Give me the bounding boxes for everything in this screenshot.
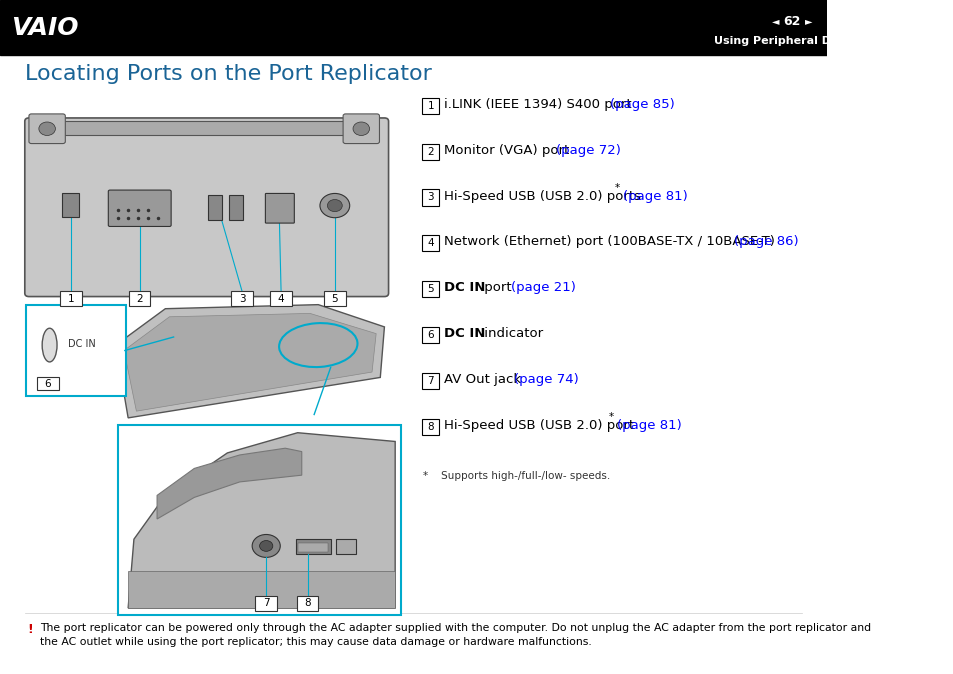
Circle shape bbox=[353, 122, 369, 135]
Text: 3: 3 bbox=[238, 294, 245, 303]
Text: (page 86): (page 86) bbox=[734, 235, 799, 249]
Text: (page 81): (page 81) bbox=[617, 419, 680, 432]
Text: DC IN: DC IN bbox=[443, 281, 485, 295]
Text: *: * bbox=[614, 183, 619, 193]
Ellipse shape bbox=[42, 328, 57, 362]
FancyBboxPatch shape bbox=[343, 114, 379, 144]
Text: 3: 3 bbox=[427, 193, 434, 202]
Bar bbox=[295, 539, 331, 554]
FancyBboxPatch shape bbox=[29, 114, 65, 144]
Bar bbox=[128, 571, 395, 608]
Text: AV Out jack: AV Out jack bbox=[443, 373, 525, 386]
Text: DC IN: DC IN bbox=[443, 327, 485, 340]
Text: *: * bbox=[608, 412, 613, 422]
Text: Locating Ports on the Port Replicator: Locating Ports on the Port Replicator bbox=[25, 64, 431, 84]
Text: Hi-Speed USB (USB 2.0) port: Hi-Speed USB (USB 2.0) port bbox=[443, 419, 634, 432]
Text: Hi-Speed USB (USB 2.0) ports: Hi-Speed USB (USB 2.0) ports bbox=[443, 189, 640, 203]
Text: 1: 1 bbox=[427, 101, 434, 111]
Text: 1: 1 bbox=[68, 294, 74, 303]
FancyBboxPatch shape bbox=[270, 291, 292, 306]
Text: 8: 8 bbox=[427, 422, 434, 431]
Polygon shape bbox=[124, 313, 375, 411]
Text: (page 21): (page 21) bbox=[511, 281, 576, 295]
Text: ◄: ◄ bbox=[771, 16, 779, 26]
Bar bbox=[62, 121, 351, 135]
Text: 4: 4 bbox=[427, 239, 434, 248]
Bar bbox=[298, 543, 328, 552]
FancyBboxPatch shape bbox=[109, 190, 171, 226]
Polygon shape bbox=[128, 433, 395, 608]
FancyBboxPatch shape bbox=[422, 373, 438, 389]
Text: indicator: indicator bbox=[479, 327, 542, 340]
FancyBboxPatch shape bbox=[118, 425, 400, 615]
Text: (page 81): (page 81) bbox=[622, 189, 687, 203]
FancyBboxPatch shape bbox=[232, 291, 253, 306]
FancyBboxPatch shape bbox=[37, 377, 59, 390]
Text: port: port bbox=[479, 281, 516, 295]
Bar bbox=[62, 193, 78, 217]
Text: *    Supports high-/full-/low- speeds.: * Supports high-/full-/low- speeds. bbox=[423, 471, 610, 481]
Text: 7: 7 bbox=[427, 376, 434, 386]
FancyBboxPatch shape bbox=[25, 118, 388, 297]
FancyBboxPatch shape bbox=[296, 596, 318, 611]
Text: ►: ► bbox=[804, 16, 811, 26]
Text: 2: 2 bbox=[136, 294, 143, 303]
Text: (page 72): (page 72) bbox=[556, 144, 620, 157]
Text: 62: 62 bbox=[782, 15, 800, 28]
Circle shape bbox=[259, 541, 273, 551]
Bar bbox=[208, 195, 222, 220]
FancyBboxPatch shape bbox=[422, 327, 438, 343]
FancyBboxPatch shape bbox=[422, 281, 438, 297]
Circle shape bbox=[327, 200, 342, 212]
Text: 7: 7 bbox=[263, 599, 270, 608]
Text: 4: 4 bbox=[277, 294, 284, 303]
Circle shape bbox=[39, 122, 55, 135]
Bar bbox=[335, 539, 356, 554]
Text: 8: 8 bbox=[304, 599, 311, 608]
FancyBboxPatch shape bbox=[422, 419, 438, 435]
Bar bbox=[0, 0, 826, 55]
Bar bbox=[229, 195, 243, 220]
Text: !: ! bbox=[28, 623, 33, 636]
Polygon shape bbox=[115, 305, 384, 418]
FancyBboxPatch shape bbox=[129, 291, 151, 306]
FancyBboxPatch shape bbox=[255, 596, 276, 611]
Text: Network (Ethernet) port (100BASE-TX / 10BASE-T): Network (Ethernet) port (100BASE-TX / 10… bbox=[443, 235, 779, 249]
Text: 2: 2 bbox=[427, 147, 434, 156]
Text: (page 85): (page 85) bbox=[610, 98, 675, 111]
Text: i.LINK (IEEE 1394) S400 port: i.LINK (IEEE 1394) S400 port bbox=[443, 98, 635, 111]
Text: (page 74): (page 74) bbox=[514, 373, 578, 386]
Text: 5: 5 bbox=[332, 294, 337, 303]
Text: Using Peripheral Devices: Using Peripheral Devices bbox=[713, 36, 869, 47]
Circle shape bbox=[252, 534, 280, 557]
Text: The port replicator can be powered only through the AC adapter supplied with the: The port replicator can be powered only … bbox=[40, 623, 870, 646]
FancyBboxPatch shape bbox=[422, 235, 438, 251]
Text: VAIO: VAIO bbox=[10, 16, 78, 40]
FancyBboxPatch shape bbox=[265, 193, 294, 223]
Polygon shape bbox=[157, 448, 301, 519]
Circle shape bbox=[319, 193, 350, 218]
Text: 6: 6 bbox=[45, 379, 51, 388]
FancyBboxPatch shape bbox=[422, 98, 438, 114]
Text: DC IN: DC IN bbox=[68, 339, 95, 348]
FancyBboxPatch shape bbox=[60, 291, 82, 306]
FancyBboxPatch shape bbox=[324, 291, 345, 306]
FancyBboxPatch shape bbox=[26, 305, 127, 396]
Text: Monitor (VGA) port: Monitor (VGA) port bbox=[443, 144, 573, 157]
FancyBboxPatch shape bbox=[422, 144, 438, 160]
Text: 5: 5 bbox=[427, 284, 434, 294]
Text: 6: 6 bbox=[427, 330, 434, 340]
FancyBboxPatch shape bbox=[422, 189, 438, 206]
